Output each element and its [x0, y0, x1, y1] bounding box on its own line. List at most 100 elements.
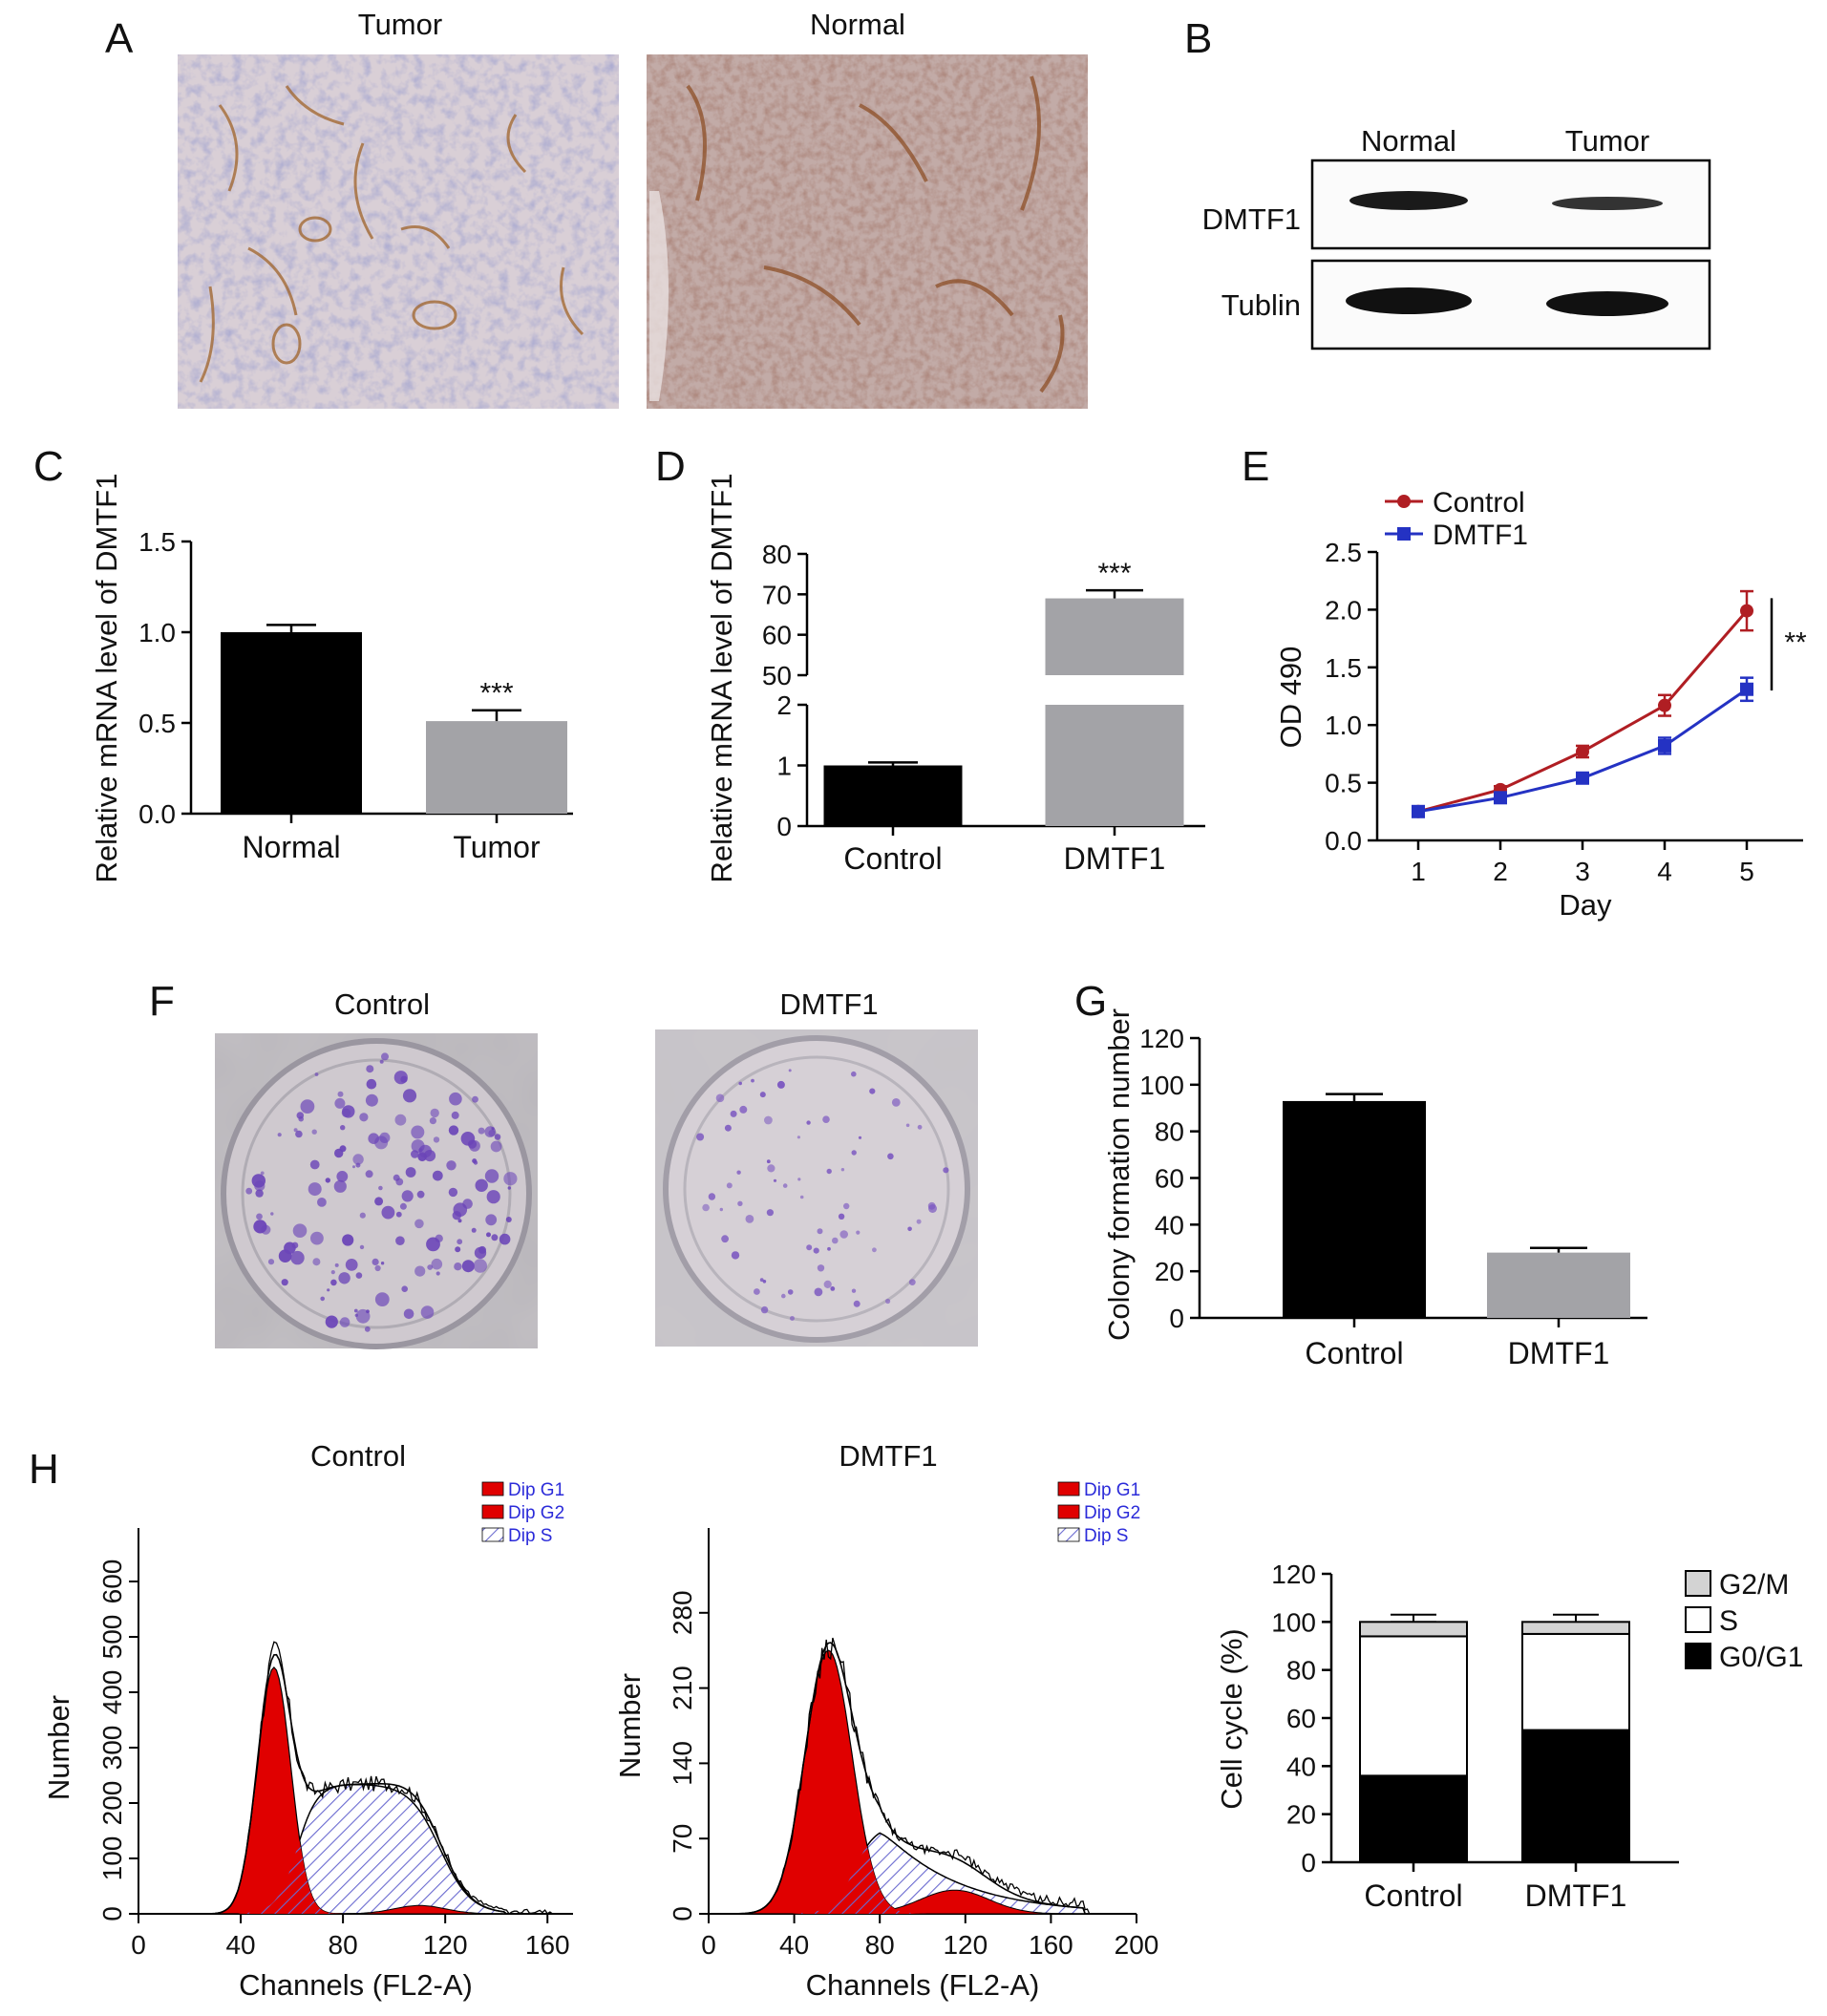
chart-h3-y-tick-label: 100 [1271, 1607, 1316, 1637]
colony-dot [823, 1280, 832, 1288]
colony-plate-dmtf1 [655, 1029, 978, 1347]
chart-h3-bar-segment [1359, 1774, 1468, 1864]
colony-dot [721, 1235, 729, 1243]
chart-e: 0.0 0.5 1.0 1.5 2.0 2.5 1 2 3 4 5 Day OD 490 ControlD… [1274, 487, 1807, 922]
colony-dot [345, 1259, 358, 1271]
flow-legend-g1-b: Dip G1 [1084, 1480, 1140, 1500]
colony-dot [245, 1187, 253, 1195]
colony-dot [334, 1263, 339, 1267]
colony-dot [352, 1154, 364, 1165]
colony-dot [311, 1129, 317, 1135]
colony-dot [327, 1288, 330, 1292]
colony-dot [339, 1317, 351, 1327]
colony-dot [400, 1075, 408, 1083]
chart-g-x-tick-label: DMTF1 [1508, 1336, 1610, 1370]
wb-row-dmtf1: DMTF1 [1202, 202, 1301, 236]
colony-dot [405, 1167, 416, 1178]
colony-dot [336, 1171, 349, 1182]
panel-a-title-normal: Normal [810, 8, 905, 41]
chart-d-upper-y-tick-label: 70 [762, 580, 792, 609]
colony-dot [507, 1186, 511, 1190]
colony-dot [374, 1197, 384, 1206]
colony-dot [928, 1204, 937, 1213]
chartH1-y-label: Number [42, 1695, 75, 1800]
colony-dot [330, 1270, 335, 1275]
colony-dot [826, 1168, 832, 1175]
colony-dot [767, 1164, 775, 1173]
chart-e-y-label: OD 490 [1274, 647, 1307, 749]
colony-dot [395, 1178, 404, 1186]
colony-dot [372, 1258, 379, 1265]
colony-dot [416, 1190, 425, 1199]
colony-dot [781, 1293, 786, 1299]
colony-dot [491, 1127, 495, 1131]
colony-dot [813, 1247, 819, 1254]
colony-dot [366, 1078, 377, 1090]
panel-label-h: H [29, 1446, 59, 1493]
colony-dot [403, 1308, 414, 1320]
chartH2-y-tick-label: 0 [668, 1906, 697, 1921]
chart-e-x-tick-label: 4 [1657, 857, 1672, 886]
chart-d-x-tick-label: DMTF1 [1064, 841, 1166, 876]
chart-c-y-label: Relative mRNA level of DMTF1 [90, 474, 123, 883]
chart-h3-bar-segment [1521, 1729, 1630, 1864]
colony-dot [339, 1145, 347, 1153]
colony-dot [830, 1286, 836, 1291]
colony-dot [730, 1110, 737, 1117]
colony-dot [337, 1091, 344, 1097]
colony-dot [448, 1125, 459, 1135]
chart-e-point [1740, 604, 1753, 618]
chart-h3-y-tick-label: 120 [1271, 1560, 1316, 1589]
colony-dot [430, 1108, 439, 1118]
chart-h3-y-label: Cell cycle (%) [1215, 1628, 1248, 1809]
chart-e-point [1658, 698, 1671, 712]
chart-h3-y-tick-label: 0 [1301, 1848, 1316, 1878]
chart-e-y-tick-label: 0.5 [1325, 769, 1362, 798]
chartH1-x-tick-label: 80 [329, 1930, 358, 1960]
colony-dot [418, 1148, 423, 1153]
panel-label-a: A [105, 15, 134, 62]
colony-dot [751, 1078, 754, 1083]
flow-legend-g2: Dip G2 [508, 1503, 564, 1523]
chart-g-y-label: Colony formation number [1102, 1008, 1136, 1341]
colony-dot [296, 1112, 305, 1119]
colony-dot [457, 1239, 463, 1245]
panel-label-b: B [1184, 15, 1212, 62]
colony-dot [365, 1093, 378, 1107]
chart-c-y-tick-label: 0.5 [138, 709, 176, 738]
chart-c-y-tick-label: 1.0 [138, 618, 176, 647]
colony-dot [352, 1165, 355, 1169]
colony-dot [423, 1150, 436, 1162]
colony-dot [475, 1178, 488, 1193]
chart-d: 0 1 250 60 70 80 *** Control DMTF1 Relative mRNA … [705, 474, 1205, 882]
colony-dot [325, 1315, 338, 1328]
colony-dot [342, 1234, 354, 1246]
colony-dot [472, 1158, 478, 1164]
colony-dot [353, 1308, 358, 1313]
colony-dot [451, 1111, 459, 1119]
colony-dot [333, 1179, 347, 1193]
colony-dot [359, 1244, 365, 1250]
colony-dot [739, 1105, 748, 1114]
colony-dot [260, 1171, 265, 1176]
colony-dot [277, 1133, 282, 1137]
chartH2-x-tick-label: 200 [1115, 1930, 1159, 1960]
colony-dot [281, 1279, 288, 1286]
colony-dot [435, 1234, 443, 1243]
colony-dot [455, 1246, 461, 1253]
colony-dot [472, 1095, 478, 1103]
colony-dot [432, 1170, 443, 1181]
chart-d-lower-y-tick-label: 2 [776, 690, 792, 720]
panel-label-e: E [1242, 443, 1269, 490]
colony-dot [490, 1140, 502, 1153]
chart-c-bar [426, 721, 567, 814]
chart-h-control: 0 100 200 300 400 500 600 0 40 80 120 160 Channels (… [42, 1528, 573, 2002]
colony-dot [309, 1159, 320, 1170]
colony-dot [832, 1237, 839, 1244]
colony-dot [359, 1212, 366, 1219]
panel-f-title-dmtf1: DMTF1 [779, 987, 878, 1021]
chartH2-y-tick-label: 70 [668, 1824, 697, 1854]
colony-dot [806, 1120, 811, 1125]
chart-e-legend-label: Control [1433, 487, 1525, 519]
colony-dot [255, 1189, 264, 1198]
